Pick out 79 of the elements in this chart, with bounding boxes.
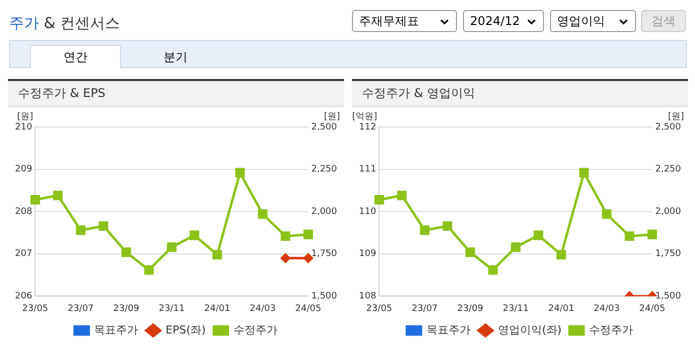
point bbox=[30, 194, 40, 205]
text: 분기 bbox=[162, 49, 188, 66]
y2-tick-label: 1,750 bbox=[311, 249, 338, 260]
point bbox=[579, 168, 589, 178]
text: 주재무제표 bbox=[359, 14, 419, 28]
x-tick-label: 23/05 bbox=[22, 304, 48, 314]
y2-tick-label: 1,500 bbox=[655, 292, 682, 302]
point bbox=[465, 247, 475, 257]
chart-title: 수정주가 & EPS bbox=[8, 79, 344, 107]
x-tick-label: 24/01 bbox=[548, 304, 574, 314]
y2-tick-label: 2,000 bbox=[655, 206, 682, 217]
point bbox=[121, 247, 131, 257]
point bbox=[166, 242, 176, 252]
point bbox=[76, 225, 86, 235]
x-tick-label: 24/01 bbox=[204, 304, 230, 314]
point bbox=[488, 265, 498, 275]
point bbox=[556, 250, 566, 260]
x-tick-label: 23/09 bbox=[113, 304, 140, 314]
text: 연간 bbox=[30, 45, 121, 68]
point bbox=[98, 221, 108, 231]
legend-label: 목표주가 bbox=[426, 323, 470, 336]
y-tick-label: 206 bbox=[14, 292, 32, 302]
text: 주가 & 컨센서스 bbox=[9, 14, 120, 32]
legend-label: 수정주가 bbox=[233, 323, 278, 336]
point bbox=[258, 209, 268, 219]
y-tick-label: 109 bbox=[358, 249, 376, 260]
point bbox=[420, 225, 430, 235]
point bbox=[397, 190, 407, 200]
y-tick-label: 110 bbox=[358, 206, 376, 217]
x-tick-label: 23/05 bbox=[366, 304, 392, 314]
y-tick-label: 210 bbox=[14, 122, 32, 132]
x-tick-label: 23/11 bbox=[502, 304, 529, 314]
y2-axis-title: [원] bbox=[324, 112, 340, 122]
legend-label: 영업이익(좌) bbox=[498, 323, 562, 336]
text: 영업이익 bbox=[557, 14, 605, 28]
y2-tick-label: 1,750 bbox=[655, 249, 682, 260]
point bbox=[212, 250, 222, 260]
y-tick-label: 112 bbox=[358, 122, 376, 132]
point bbox=[53, 190, 63, 200]
point bbox=[190, 230, 200, 240]
y-tick-label: 208 bbox=[14, 206, 32, 217]
point bbox=[235, 168, 245, 178]
y2-axis-title: [원] bbox=[668, 112, 684, 122]
point bbox=[647, 230, 658, 240]
point bbox=[602, 209, 612, 219]
x-tick-label: 24/05 bbox=[639, 304, 666, 314]
point bbox=[280, 231, 290, 241]
text: 2024/12 bbox=[470, 14, 520, 28]
y2-tick-label: 2,500 bbox=[655, 122, 682, 132]
point bbox=[303, 230, 314, 240]
y2-tick-label: 1,500 bbox=[311, 292, 338, 302]
y2-tick-label: 2,000 bbox=[311, 206, 338, 217]
y2-tick-label: 2,250 bbox=[655, 164, 682, 175]
chart-title: 수정주가 & 영업이익 bbox=[352, 79, 688, 107]
x-tick-label: 23/09 bbox=[457, 304, 484, 314]
x-tick-label: 23/07 bbox=[412, 304, 438, 314]
y-axis-title: [원] bbox=[17, 112, 34, 122]
x-tick-label: 23/07 bbox=[68, 304, 94, 314]
y2-tick-label: 2,500 bbox=[311, 122, 338, 132]
point bbox=[442, 221, 452, 231]
y-tick-label: 108 bbox=[358, 292, 376, 302]
point bbox=[624, 231, 634, 241]
point bbox=[144, 265, 154, 275]
y-tick-label: 111 bbox=[358, 164, 376, 175]
x-tick-label: 24/05 bbox=[295, 304, 322, 314]
legend-label: 수정주가 bbox=[589, 323, 634, 336]
y-tick-label: 209 bbox=[14, 164, 32, 175]
legend-label: 목표주가 bbox=[94, 323, 138, 336]
x-tick-label: 24/03 bbox=[250, 304, 276, 314]
legend-label: EPS(좌) bbox=[166, 323, 206, 336]
y-axis-title: [억원] bbox=[352, 112, 378, 122]
y-tick-label: 207 bbox=[14, 249, 32, 260]
x-tick-label: 23/11 bbox=[158, 304, 185, 314]
x-tick-label: 24/03 bbox=[594, 304, 620, 314]
point bbox=[534, 230, 544, 240]
point bbox=[374, 194, 384, 205]
point bbox=[510, 242, 520, 252]
text: 검색 bbox=[641, 10, 686, 32]
y2-tick-label: 2,250 bbox=[311, 164, 338, 175]
